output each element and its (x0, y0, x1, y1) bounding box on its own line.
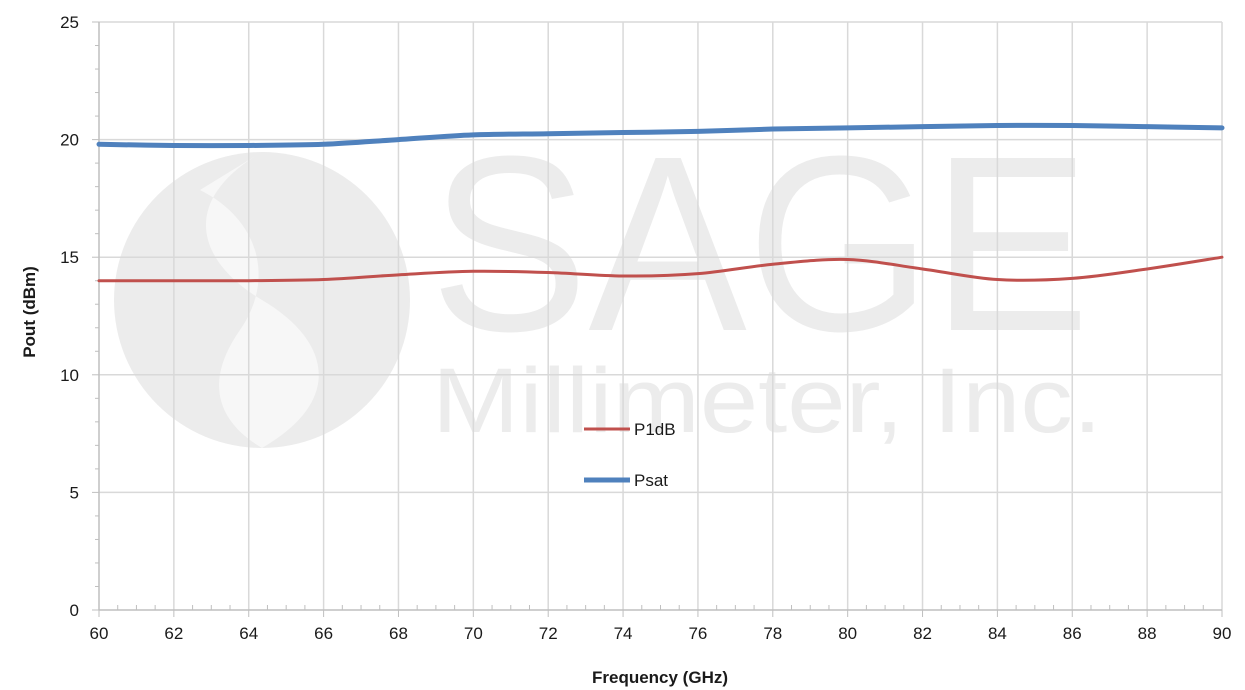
axes (92, 21, 1223, 617)
series-layer (96, 122, 1225, 283)
y-axis-title: Pout (dBm) (20, 266, 39, 358)
series-line-psat (96, 122, 1225, 149)
x-tick-label: 60 (90, 624, 109, 643)
legend-label-psat: Psat (634, 471, 668, 490)
legend-label-p1dB: P1dB (634, 420, 676, 439)
x-tick-label: 64 (239, 624, 258, 643)
y-tick-label: 15 (60, 248, 79, 267)
x-tick-label: 84 (988, 624, 1007, 643)
watermark-swirl (200, 152, 319, 448)
x-tick-label: 74 (614, 624, 633, 643)
y-tick-label: 25 (60, 13, 79, 32)
watermark-brand: SAGE (430, 104, 1090, 383)
y-tick-label: 5 (70, 483, 79, 502)
watermark-subtitle: Millimeter, Inc. (432, 350, 1102, 452)
y-tick-label: 0 (70, 601, 79, 620)
x-tick-label: 78 (763, 624, 782, 643)
x-tick-label: 86 (1063, 624, 1082, 643)
x-tick-label: 76 (688, 624, 707, 643)
watermark-logo: SAGE Millimeter, Inc. (114, 104, 1102, 452)
x-axis-title: Frequency (GHz) (592, 668, 728, 687)
x-tick-label: 82 (913, 624, 932, 643)
legend: P1dB Psat (584, 420, 676, 490)
x-tick-label: 80 (838, 624, 857, 643)
grid (99, 21, 1223, 610)
x-tick-label: 90 (1213, 624, 1232, 643)
x-tick-label: 70 (464, 624, 483, 643)
x-tick-label: 88 (1138, 624, 1157, 643)
y-tick-label: 20 (60, 131, 79, 150)
tick-labels: 0 5 10 15 20 25 60 62 64 66 68 70 72 74 76 78 80 82 84 86 88… (60, 13, 1231, 643)
x-tick-label: 68 (389, 624, 408, 643)
series-line-p1db (97, 255, 1224, 283)
x-tick-label: 66 (314, 624, 333, 643)
x-tick-label: 62 (164, 624, 183, 643)
y-tick-label: 10 (60, 366, 79, 385)
x-tick-label: 72 (539, 624, 558, 643)
